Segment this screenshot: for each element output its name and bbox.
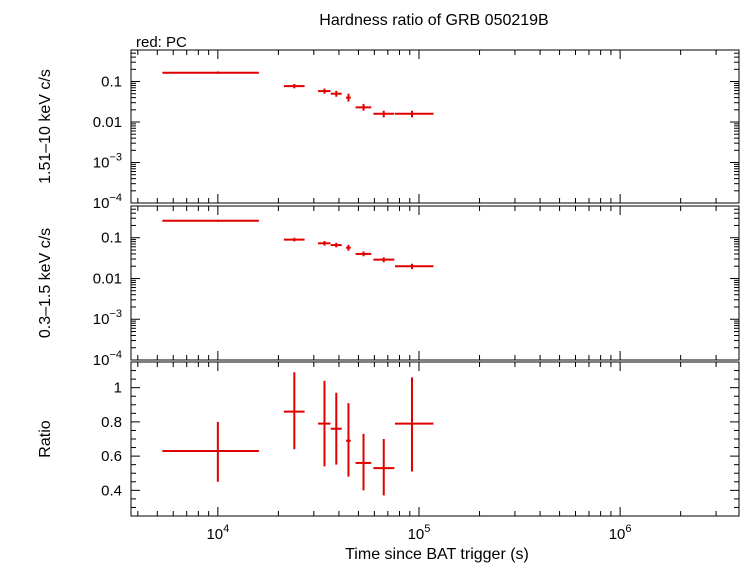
data-point bbox=[330, 392, 342, 465]
y-tick-label-exponent: −4 bbox=[109, 349, 122, 361]
data-point bbox=[373, 439, 395, 496]
data-point bbox=[318, 380, 331, 467]
data-point bbox=[346, 93, 351, 102]
data-point bbox=[283, 237, 305, 242]
y-tick-label: 0.1 bbox=[101, 230, 122, 247]
panel-frame bbox=[130, 361, 740, 517]
data-point bbox=[283, 83, 305, 89]
y-tick-label-base: 10 bbox=[93, 311, 110, 328]
x-tick-label-base: 10 bbox=[609, 526, 626, 543]
y-tick-label: 0.01 bbox=[93, 270, 122, 287]
y-tick-label: 1 bbox=[114, 380, 122, 397]
x-tick-label: 105 bbox=[408, 523, 431, 543]
x-tick-label-exponent: 4 bbox=[223, 523, 229, 535]
data-point bbox=[373, 257, 395, 263]
data-point bbox=[318, 241, 331, 246]
x-tick-label-base: 10 bbox=[408, 526, 425, 543]
data-point bbox=[346, 244, 351, 251]
x-tick-label-exponent: 6 bbox=[625, 523, 631, 535]
x-tick-label-base: 10 bbox=[206, 526, 223, 543]
data-point bbox=[162, 421, 259, 482]
y-tick-label: 0.6 bbox=[101, 448, 122, 465]
panel-frame bbox=[130, 205, 740, 361]
y-tick-label: 0.8 bbox=[101, 414, 122, 431]
data-point bbox=[162, 71, 259, 74]
y-axis-label-soft: 0.3–1.5 keV c/s bbox=[37, 228, 54, 338]
x-tick-label: 104 bbox=[206, 523, 229, 543]
y-tick-label-base: 10 bbox=[93, 195, 110, 212]
data-point bbox=[355, 251, 372, 257]
y-tick-label-exponent: −4 bbox=[109, 192, 122, 204]
data-point bbox=[318, 88, 331, 94]
y-tick-label: 0.01 bbox=[93, 114, 122, 131]
y-tick-label-exponent: −3 bbox=[109, 152, 122, 164]
x-axis-label: Time since BAT trigger (s) bbox=[345, 546, 529, 563]
data-point bbox=[330, 242, 342, 248]
y-axis-label-hard: 1.51–10 keV c/s bbox=[37, 69, 54, 184]
panel-frame bbox=[130, 49, 740, 204]
y-tick-label: 0.1 bbox=[101, 74, 122, 91]
data-point bbox=[283, 372, 305, 450]
panel-ratio: 1 0.8 0.6 0.4 Ratio bbox=[37, 361, 740, 517]
data-point bbox=[355, 433, 372, 491]
y-tick-label-base: 10 bbox=[93, 352, 110, 369]
data-point bbox=[162, 219, 259, 222]
data-point bbox=[355, 103, 372, 111]
y-axis-label-ratio: Ratio bbox=[37, 420, 54, 457]
data-point bbox=[395, 377, 434, 472]
data-point bbox=[330, 90, 342, 97]
y-tick-label: 10−3 bbox=[93, 152, 122, 172]
data-point bbox=[395, 263, 434, 270]
y-tick-label: 10−4 bbox=[93, 192, 122, 212]
data-point bbox=[346, 403, 351, 477]
y-tick-label: 10−4 bbox=[93, 349, 122, 369]
chart-title: Hardness ratio of GRB 050219B bbox=[319, 12, 548, 29]
y-tick-label-base: 10 bbox=[93, 155, 110, 172]
y-tick-label: 0.4 bbox=[101, 482, 122, 499]
x-tick-label-exponent: 5 bbox=[424, 523, 430, 535]
y-tick-label-exponent: −3 bbox=[109, 308, 122, 320]
x-tick-label: 106 bbox=[609, 523, 632, 543]
chart-subtitle: red: PC bbox=[136, 34, 187, 51]
data-point bbox=[373, 110, 395, 118]
data-point bbox=[395, 110, 434, 118]
y-tick-label: 10−3 bbox=[93, 308, 122, 328]
